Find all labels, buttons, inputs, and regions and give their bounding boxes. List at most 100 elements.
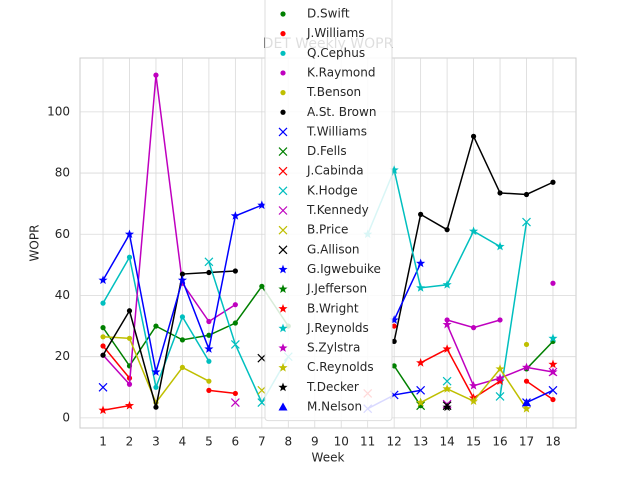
y-tick-label: 40 bbox=[55, 288, 70, 302]
x-tick-label: 9 bbox=[311, 435, 319, 449]
point bbox=[230, 340, 240, 349]
point bbox=[442, 376, 452, 386]
point bbox=[100, 300, 106, 306]
legend-label: C.Reynolds bbox=[307, 360, 374, 374]
point bbox=[497, 317, 503, 323]
x-tick-label: 10 bbox=[334, 435, 349, 449]
x-tick-label: 3 bbox=[152, 435, 160, 449]
point bbox=[416, 397, 426, 407]
point bbox=[391, 338, 397, 344]
point bbox=[259, 283, 265, 289]
point bbox=[391, 323, 397, 329]
point bbox=[100, 325, 106, 331]
x-tick-label: 5 bbox=[205, 435, 213, 449]
legend-label: T.Decker bbox=[306, 380, 359, 394]
point bbox=[442, 279, 452, 289]
point bbox=[418, 211, 424, 217]
point bbox=[206, 358, 212, 364]
point bbox=[153, 72, 159, 78]
legend-label: G.Allison bbox=[307, 242, 360, 256]
legend-label: T.Williams bbox=[306, 124, 367, 138]
point bbox=[232, 320, 238, 326]
legend-marker bbox=[278, 323, 288, 333]
point bbox=[206, 378, 212, 384]
x-tick-label: 12 bbox=[387, 435, 402, 449]
point bbox=[204, 257, 214, 267]
legend-marker bbox=[278, 402, 288, 411]
point bbox=[232, 268, 238, 274]
point bbox=[126, 254, 133, 260]
point bbox=[416, 401, 426, 411]
point bbox=[548, 359, 558, 369]
point bbox=[257, 200, 267, 210]
point bbox=[204, 344, 214, 353]
point bbox=[179, 364, 186, 371]
point bbox=[470, 325, 477, 331]
point bbox=[232, 302, 238, 308]
point bbox=[495, 364, 505, 373]
point bbox=[177, 275, 187, 285]
legend-label: J.Jefferson bbox=[306, 282, 367, 296]
legend-marker bbox=[278, 362, 288, 372]
legend-label: B.Price bbox=[307, 223, 348, 237]
x-tick-label: 8 bbox=[284, 435, 292, 449]
x-tick-label: 17 bbox=[519, 435, 534, 449]
legend-marker bbox=[278, 166, 288, 176]
y-tick-label: 20 bbox=[55, 349, 70, 363]
point bbox=[521, 362, 532, 372]
legend-label: G.Igwebuike bbox=[307, 262, 381, 276]
legend-marker bbox=[278, 186, 288, 196]
y-tick-label: 60 bbox=[55, 227, 70, 241]
legend-marker bbox=[280, 70, 286, 76]
point bbox=[100, 343, 106, 349]
point bbox=[126, 381, 133, 387]
legend-marker bbox=[278, 225, 288, 235]
legend-label: S.Zylstra bbox=[307, 341, 360, 355]
legend-label: M.Nelson bbox=[307, 400, 362, 414]
point bbox=[495, 241, 505, 251]
point bbox=[153, 323, 159, 329]
point bbox=[389, 315, 399, 324]
point bbox=[151, 367, 161, 376]
series-line bbox=[102, 345, 554, 401]
point bbox=[523, 191, 530, 198]
point bbox=[444, 227, 450, 233]
point bbox=[442, 319, 452, 329]
legend: D.Swift J.Williams Q.Cephus K.Raymond T.Bens… bbox=[264, 0, 393, 422]
legend-marker bbox=[280, 11, 286, 17]
legend-marker bbox=[278, 127, 288, 137]
point bbox=[153, 384, 159, 390]
point bbox=[416, 358, 426, 367]
legend-label: T.Benson bbox=[306, 85, 361, 99]
legend-marker bbox=[280, 50, 286, 56]
point bbox=[522, 398, 532, 407]
point bbox=[522, 217, 531, 227]
point bbox=[548, 367, 558, 376]
x-tick-label: 6 bbox=[232, 435, 240, 449]
point bbox=[98, 382, 108, 392]
point bbox=[126, 335, 133, 341]
point bbox=[550, 396, 556, 403]
point bbox=[206, 332, 212, 338]
legend-marker bbox=[278, 303, 288, 313]
point bbox=[469, 380, 479, 390]
point bbox=[230, 398, 240, 408]
y-tick-label: 0 bbox=[62, 410, 70, 424]
point bbox=[98, 275, 108, 285]
legend-marker bbox=[280, 109, 286, 115]
legend-marker bbox=[278, 147, 288, 156]
point bbox=[469, 396, 479, 405]
point bbox=[257, 353, 267, 363]
y-axis-label: WOPR bbox=[28, 225, 42, 262]
x-tick-label: 7 bbox=[258, 435, 266, 449]
point bbox=[206, 318, 212, 325]
point bbox=[257, 385, 267, 395]
legend-marker bbox=[278, 264, 288, 274]
point bbox=[153, 404, 159, 410]
point bbox=[469, 226, 479, 236]
x-tick-label: 1 bbox=[99, 435, 107, 449]
x-tick-label: 13 bbox=[413, 435, 428, 449]
legend-marker bbox=[280, 31, 286, 37]
point bbox=[179, 314, 186, 320]
point bbox=[232, 390, 238, 397]
